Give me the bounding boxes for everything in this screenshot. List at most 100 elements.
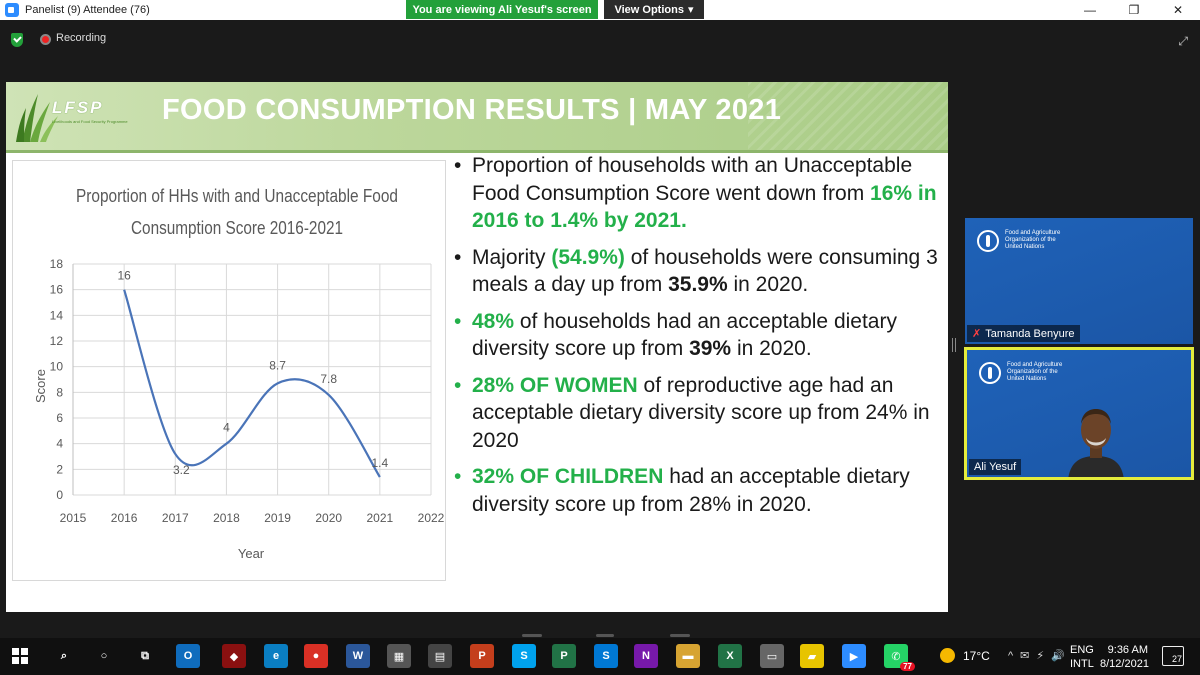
file-explorer-icon[interactable]: ▬ — [676, 644, 700, 668]
y-tick-label: 2 — [56, 462, 63, 476]
cortana-icon[interactable]: ○ — [100, 650, 108, 662]
shield-icon[interactable] — [11, 33, 23, 47]
data-label: 16 — [117, 269, 131, 283]
data-label: 7.8 — [320, 372, 337, 386]
chevron-up-icon[interactable]: ^ — [1008, 649, 1014, 662]
bullet-list: • Proportion of households with an Unacce… — [452, 152, 942, 527]
bullet-text: 28% OF WOMEN — [472, 373, 638, 397]
y-axis-label: Score — [33, 369, 48, 403]
skype-s-icon[interactable]: S — [512, 644, 536, 668]
toolbar-handle[interactable] — [522, 634, 542, 637]
bullet-marker: • — [454, 465, 462, 488]
bullet-text: Majority — [472, 245, 552, 269]
word-icon[interactable]: W — [346, 644, 370, 668]
y-tick-label: 4 — [56, 437, 63, 451]
zoom-icon[interactable]: ▶ — [842, 644, 866, 668]
participant-name-tag: ✗ Tamanda Benyure — [967, 325, 1080, 342]
windows-start-icon[interactable] — [8, 644, 32, 668]
clock-time: 9:36 AM — [1107, 644, 1148, 656]
network-app-icon[interactable]: ▭ — [760, 644, 784, 668]
x-tick-label: 2016 — [111, 511, 138, 525]
participant-name: Tamanda Benyure — [985, 327, 1075, 340]
bullet-text: of households had an acceptable dietary … — [472, 309, 897, 361]
temperature: 17°C — [963, 648, 990, 663]
data-label: 8.7 — [269, 358, 286, 372]
sun-icon — [940, 648, 955, 663]
taskbar-clock[interactable]: 9:36 AM 8/12/2021 — [1100, 643, 1149, 671]
y-tick-label: 6 — [56, 411, 63, 425]
volume-icon[interactable]: 🔊 — [1051, 650, 1065, 662]
bullet-marker: • — [454, 309, 462, 333]
expand-icon[interactable]: ⤢ — [1178, 34, 1188, 48]
active-speaker-tile[interactable]: Food and Agriculture Organization of the… — [964, 347, 1194, 480]
lfsp-logo-text: LFSP — [52, 98, 104, 117]
chart-grid — [72, 263, 432, 496]
task-view-icon[interactable]: ⧉ — [141, 649, 149, 662]
viewing-screen-banner: You are viewing Ali Yesuf's screen — [406, 0, 598, 19]
y-tick-label: 0 — [56, 488, 63, 502]
y-tick-label: 18 — [50, 257, 64, 271]
y-tick-label: 12 — [50, 334, 64, 348]
windows-taskbar: ⌕ ○ ⧉ O ◆ e ● W ▦ ▤ P S P S N ▬ X ▭ ▰ ▶ ✆ 77 17°C ^ ✉ ⚡ 🔊 ENG… — [0, 638, 1200, 675]
skype-icon[interactable]: S — [594, 644, 618, 668]
bullet-text: Proportion of households with an Unaccep… — [472, 154, 913, 205]
mail-icon[interactable]: ✉ — [1020, 650, 1030, 662]
y-tick-label: 16 — [50, 283, 64, 297]
chart-title-line-2: Consumption Score 2016-2021 — [131, 217, 343, 238]
tile-resize-handle[interactable] — [952, 338, 956, 352]
restore-button[interactable]: ❐ — [1128, 3, 1140, 17]
bullet-text: 48% — [472, 309, 515, 333]
sticky-notes-icon[interactable]: ▰ — [800, 644, 824, 668]
power-icon[interactable]: ⚡ — [1036, 650, 1045, 662]
x-tick-label: 2020 — [315, 511, 342, 525]
zoom-toolbar-handles — [0, 630, 1200, 638]
speaker-video — [1068, 409, 1124, 477]
edge-icon[interactable]: e — [264, 644, 288, 668]
fao-org-text: Food and Agriculture Organization of the… — [1007, 362, 1063, 382]
window-controls: — ❐ ✕ — [1068, 0, 1200, 20]
chrome-icon[interactable]: ● — [304, 644, 328, 668]
header-divider — [6, 150, 948, 153]
line-chart: Proportion of HHs with and Unacceptable … — [12, 160, 446, 581]
bullet-text: of households were consuming 3 meals a d… — [472, 245, 938, 297]
lfsp-logo-subtext: Livelihoods and Food Security Programme — [52, 119, 128, 124]
chart-svg: Proportion of HHs with and Unacceptable … — [33, 185, 445, 561]
view-options-label: View Options — [614, 3, 684, 16]
onenote-icon[interactable]: N — [634, 644, 658, 668]
weather-widget[interactable]: 17°C — [940, 648, 990, 663]
language-indicator[interactable]: ENG INTL — [1070, 644, 1094, 670]
close-button[interactable]: ✕ — [1172, 3, 1184, 17]
whatsapp-icon[interactable]: ✆ 77 — [884, 644, 915, 671]
store-icon[interactable]: ▤ — [428, 644, 452, 668]
participant-tile[interactable]: Food and Agriculture Organization of the… — [965, 218, 1193, 344]
participant-name: Ali Yesuf — [974, 461, 1017, 473]
slide-header: LFSP Livelihoods and Food Security Progr… — [6, 82, 948, 150]
outlook-icon[interactable]: O — [176, 644, 200, 668]
data-label: 3.2 — [173, 463, 190, 477]
notification-count: 27 — [1171, 654, 1182, 664]
project-icon[interactable]: P — [552, 644, 576, 668]
lfsp-logo-icon — [16, 94, 58, 142]
app-red-icon[interactable]: ◆ — [222, 644, 246, 668]
calculator-icon[interactable]: ▦ — [387, 644, 411, 668]
slide-title: FOOD CONSUMPTION RESULTS | MAY 2021 — [162, 94, 782, 126]
view-options-button[interactable]: View Options ▾ — [604, 0, 704, 19]
bullet-text: (54.9%) — [551, 245, 625, 269]
search-icon[interactable]: ⌕ — [60, 649, 68, 662]
data-label: 1.4 — [372, 456, 389, 470]
x-tick-label: 2015 — [60, 511, 87, 525]
recording-icon — [40, 34, 51, 45]
toolbar-handle[interactable] — [596, 634, 614, 637]
bullet-text: of reproductive age had an acceptable di… — [472, 373, 930, 452]
powerpoint-icon[interactable]: P — [470, 644, 494, 668]
notifications-button[interactable]: 27 — [1162, 646, 1184, 666]
excel-icon[interactable]: X — [718, 644, 742, 668]
chart-axes: 0 2 4 6 8 10 12 14 16 18 2015 2016 2017 2018 2019 2020 2… — [50, 257, 445, 525]
toolbar-handle[interactable] — [670, 634, 690, 637]
bullet-text: 32% OF CHILDREN — [472, 465, 664, 488]
chart-title-line-1: Proportion of HHs with and Unacceptable … — [76, 185, 398, 206]
minimize-button[interactable]: — — [1084, 3, 1096, 17]
bullet-item: • 28% OF WOMEN of reproductive age had an… — [452, 372, 942, 455]
x-tick-label: 2018 — [213, 511, 240, 525]
